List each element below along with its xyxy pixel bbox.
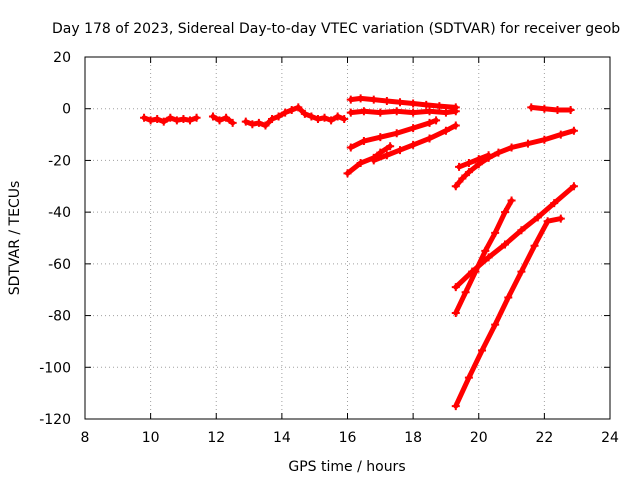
series-arc-11	[455, 151, 493, 171]
data-point	[569, 126, 578, 135]
data-point	[192, 113, 201, 122]
series-segment	[482, 230, 498, 254]
x-tick-label: 24	[601, 430, 619, 446]
series-arc-10	[451, 126, 578, 191]
series-segment	[492, 209, 508, 236]
data-point	[386, 142, 395, 151]
series-segment	[469, 254, 492, 275]
data-point	[484, 151, 493, 160]
tick-marks	[84, 56, 611, 420]
y-tick-label: -20	[48, 153, 71, 169]
series-segment	[502, 198, 515, 215]
data-point	[507, 196, 516, 205]
series-segment	[551, 183, 577, 206]
series-segment	[427, 128, 449, 141]
data-point	[569, 182, 578, 191]
data-point	[432, 116, 441, 125]
y-tick-label: 20	[53, 50, 71, 66]
series-segment	[532, 218, 551, 249]
x-tick-label: 12	[207, 430, 225, 446]
series-segment	[535, 200, 557, 220]
data-point	[340, 115, 349, 124]
series-arc-3	[241, 103, 349, 130]
series-segment	[345, 160, 364, 176]
series-layer	[140, 94, 578, 411]
series-segment	[453, 269, 475, 290]
series-segment	[410, 135, 433, 148]
x-tick-label: 22	[535, 430, 553, 446]
x-tick-label: 16	[339, 430, 357, 446]
data-point	[556, 214, 565, 223]
data-point	[228, 118, 237, 127]
series-segment	[453, 289, 469, 316]
series-segment	[486, 241, 508, 260]
data-point	[451, 103, 460, 112]
y-axis-label: SDTVAR / TECUs	[7, 181, 23, 296]
x-tick-label: 20	[470, 430, 488, 446]
series-arc-14	[451, 214, 565, 411]
y-tick-label: -120	[39, 412, 71, 428]
x-tick-labels: 8 10 12 14 16 18 20 22 24	[81, 430, 619, 446]
series-arc-4	[346, 107, 460, 117]
y-tick-label: -40	[48, 205, 71, 221]
x-axis-label: GPS time / hours	[288, 459, 405, 475]
data-point	[566, 106, 575, 115]
series-segment	[463, 269, 478, 295]
x-tick-label: 10	[142, 430, 160, 446]
series-segment	[453, 375, 472, 409]
y-tick-label: -80	[48, 309, 71, 325]
series-arc-1	[140, 113, 201, 126]
series-arc-6	[346, 116, 441, 152]
series-segment	[492, 294, 511, 328]
chart-title: Day 178 of 2023, Sidereal Day-to-day VTE…	[52, 21, 620, 37]
series-segment	[518, 243, 538, 275]
series-arc-8	[369, 121, 460, 165]
series-arc-2	[208, 112, 237, 127]
y-tick-labels: -120 -100 -80 -60 -40 -20 0 20	[39, 50, 71, 428]
series-arc-7	[343, 142, 395, 178]
series-arc-5	[346, 94, 460, 112]
series-segment	[377, 143, 393, 156]
y-tick-label: -100	[39, 360, 71, 376]
x-tick-label: 18	[404, 430, 422, 446]
y-tick-label: -60	[48, 257, 71, 273]
data-point	[451, 121, 460, 130]
series-arc-13	[451, 182, 578, 292]
series-segment	[479, 322, 498, 353]
y-tick-label: 0	[62, 102, 71, 118]
series-arc-9	[527, 103, 575, 115]
series-segment	[518, 214, 541, 233]
series-segment	[466, 347, 485, 381]
x-tick-label: 8	[81, 430, 90, 446]
series-segment	[505, 269, 524, 300]
x-tick-label: 14	[273, 430, 291, 446]
series-segment	[502, 227, 524, 247]
